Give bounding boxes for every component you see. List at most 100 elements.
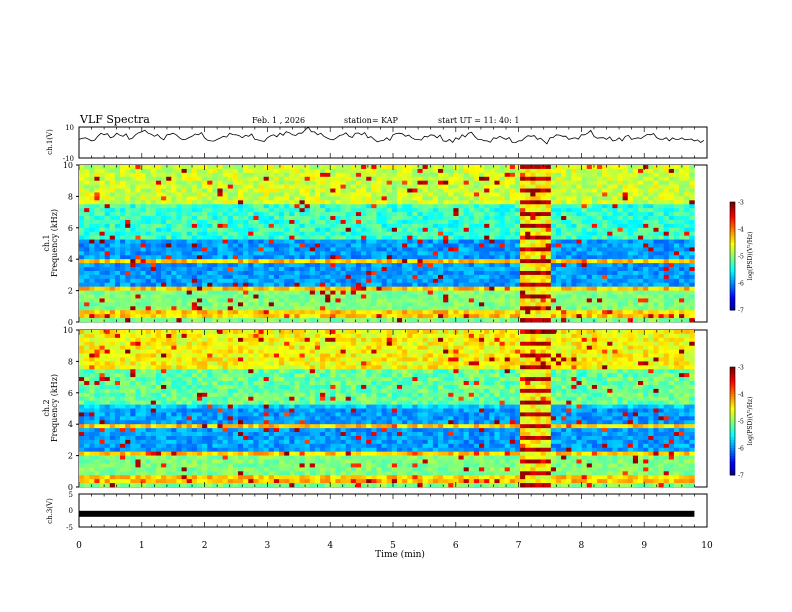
spectrogram-cell <box>494 286 500 291</box>
spectrogram-cell <box>325 192 331 197</box>
spectrogram-cell <box>335 310 341 315</box>
spectrogram-cell <box>135 239 141 244</box>
spectrogram-cell <box>171 176 177 181</box>
spectrogram-cell <box>504 223 511 229</box>
spectrogram-cell <box>391 212 398 217</box>
spectrogram-cell <box>473 267 480 272</box>
spectrogram-cell <box>473 168 480 174</box>
spectrogram-cell <box>227 278 234 284</box>
spectrogram-cell <box>638 208 644 213</box>
spectrogram-cell <box>638 172 644 178</box>
spectrogram-cell <box>273 251 280 256</box>
spectrogram-cell <box>468 188 475 193</box>
spectrogram-cell <box>576 223 582 229</box>
spectrogram-cell <box>525 302 531 307</box>
spectrogram-cell <box>161 247 167 252</box>
spectrogram-cell <box>648 165 654 170</box>
spectrogram-cell <box>689 267 695 272</box>
spectrogram-cell <box>494 235 500 240</box>
spectrogram-cell <box>612 330 618 335</box>
spectrogram-cell <box>84 165 90 170</box>
spectrogram-cell <box>571 184 577 189</box>
spectrogram-cell <box>376 208 382 213</box>
spectrogram-cell <box>499 298 505 303</box>
spectrogram-cell <box>499 286 505 291</box>
colorbar-segment <box>730 264 735 268</box>
spectrogram-cell <box>140 243 146 248</box>
spectrogram-cell <box>473 231 480 236</box>
spectrogram-cell <box>207 239 213 244</box>
spectrogram-cell <box>386 196 393 201</box>
spectrogram-cell <box>648 255 654 260</box>
spectrogram-cell <box>340 227 346 233</box>
spectrogram-cell <box>155 219 162 225</box>
spectrogram-cell <box>525 196 531 201</box>
spectrogram-cell <box>638 270 644 276</box>
spectrogram-cell <box>161 188 167 193</box>
spectrogram-cell <box>222 223 229 229</box>
spectrogram-cell <box>514 184 521 189</box>
spectrogram-cell <box>99 223 105 229</box>
spectrogram-cell <box>617 204 623 209</box>
spectrogram-cell <box>135 235 141 240</box>
spectrogram-cell <box>525 330 531 335</box>
spectrogram-cell <box>525 200 531 205</box>
spectrogram-cell <box>135 196 141 201</box>
spectrogram-cell <box>463 227 470 233</box>
spectrogram-cell <box>412 168 418 174</box>
spectrogram-cell <box>391 184 398 189</box>
spectrogram-cell <box>227 231 234 236</box>
spectrogram-cell <box>330 208 336 213</box>
spectrogram-cell <box>294 192 300 197</box>
spectrogram-cell <box>391 231 398 236</box>
spectrogram-cell <box>386 302 393 307</box>
spectrogram-cell <box>222 255 229 260</box>
spectrogram-cell <box>166 204 172 209</box>
spectrogram-cell <box>602 176 608 181</box>
spectrogram-cell <box>494 192 500 197</box>
spectrogram-cell <box>150 302 157 307</box>
spectrogram-cell <box>299 310 305 315</box>
spectrogram-cell <box>161 184 167 189</box>
spectrogram-cell <box>540 306 547 311</box>
spectrogram-cell <box>448 302 454 307</box>
spectrogram-cell <box>679 235 685 240</box>
spectrogram-cell <box>237 223 244 229</box>
spectrogram-cell <box>417 200 423 205</box>
spectrogram-cell <box>540 259 547 264</box>
spectrogram-cell <box>232 227 239 233</box>
spectrogram-cell <box>638 302 644 307</box>
spectrogram-cell <box>237 196 244 201</box>
spectrogram-cell <box>376 306 382 311</box>
spectrogram-cell <box>273 274 280 280</box>
spectrogram-cell <box>181 294 187 299</box>
spectrogram-cell <box>422 294 429 299</box>
spectrogram-cell <box>402 223 408 229</box>
spectrogram-cell <box>555 294 562 299</box>
spectrogram-cell <box>89 274 95 280</box>
spectrogram-cell <box>355 184 362 189</box>
spectrogram-cell <box>504 330 511 335</box>
spectrogram-cell <box>217 294 223 299</box>
spectrogram-cell <box>340 298 346 303</box>
spectrogram-cell <box>689 306 695 311</box>
spectrogram-cell <box>673 251 680 256</box>
spectrogram-cell <box>155 270 162 276</box>
spectrogram-cell <box>489 165 495 170</box>
spectrogram-cell <box>679 204 685 209</box>
spectrogram-cell <box>125 223 131 229</box>
spectrogram-cell <box>509 212 516 217</box>
spectrogram-cell <box>135 219 141 225</box>
spectrogram-cell <box>689 223 695 229</box>
spectrogram-cell <box>176 282 182 287</box>
spectrogram-cell <box>207 306 213 311</box>
spectrogram-cell <box>520 223 526 229</box>
spectrogram-cell <box>520 216 526 221</box>
spectrogram-cell <box>668 294 675 299</box>
spectrogram-cell <box>540 294 547 299</box>
spectrogram-cell <box>550 212 557 217</box>
spectrogram-cell <box>412 165 418 170</box>
spectrogram-cell <box>330 188 336 193</box>
spectrogram-cell <box>258 176 264 181</box>
spectrogram-cell <box>309 188 316 193</box>
